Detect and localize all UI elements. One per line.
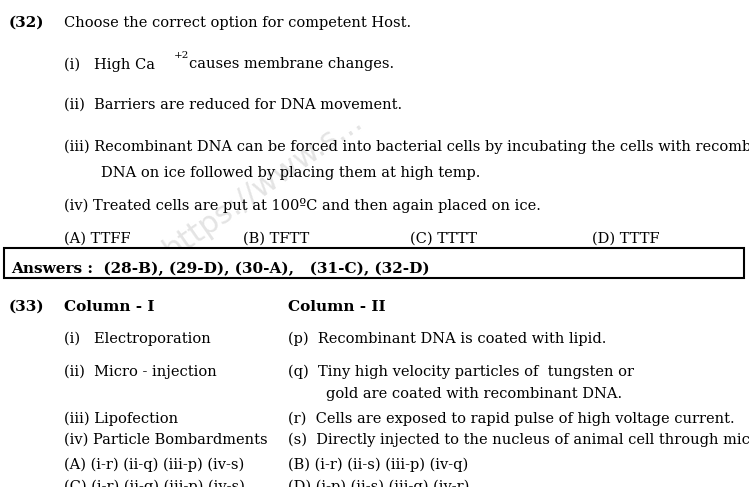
FancyBboxPatch shape [4,248,744,278]
Text: (C) (i-r) (ii-q) (iii-p) (iv-s): (C) (i-r) (ii-q) (iii-p) (iv-s) [64,480,244,487]
Text: (p)  Recombinant DNA is coated with lipid.: (p) Recombinant DNA is coated with lipid… [288,331,607,346]
Text: (i)   High Ca: (i) High Ca [64,57,154,72]
Text: (D) TTTF: (D) TTTF [592,232,659,246]
Text: (B) (i-r) (ii-s) (iii-p) (iv-q): (B) (i-r) (ii-s) (iii-p) (iv-q) [288,458,469,472]
Text: Column - I: Column - I [64,300,154,314]
Text: (A) (i-r) (ii-q) (iii-p) (iv-s): (A) (i-r) (ii-q) (iii-p) (iv-s) [64,458,244,472]
Text: Answers :  (28-B), (29-D), (30-A),   (31-C), (32-D): Answers : (28-B), (29-D), (30-A), (31-C)… [11,262,430,276]
Text: (33): (33) [9,300,45,314]
Text: (r)  Cells are exposed to rapid pulse of high voltage current.: (r) Cells are exposed to rapid pulse of … [288,412,735,426]
Text: (32): (32) [9,16,44,30]
Text: (ii)  Barriers are reduced for DNA movement.: (ii) Barriers are reduced for DNA moveme… [64,97,401,112]
Text: +2: +2 [174,51,189,59]
Text: Column - II: Column - II [288,300,386,314]
Text: (i)   Electroporation: (i) Electroporation [64,331,210,346]
Text: gold are coated with recombinant DNA.: gold are coated with recombinant DNA. [326,387,622,401]
Text: (q)  Tiny high velocity particles of  tungsten or: (q) Tiny high velocity particles of tung… [288,364,634,379]
Text: (C) TTTT: (C) TTTT [410,232,477,246]
Text: (s)  Directly injected to the nucleus of animal cell through micro injection.: (s) Directly injected to the nucleus of … [288,432,749,447]
Text: (iii) Recombinant DNA can be forced into bacterial cells by incubating the cells: (iii) Recombinant DNA can be forced into… [64,139,749,154]
Text: (D) (i-p) (ii-s) (iii-q) (iv-r): (D) (i-p) (ii-s) (iii-q) (iv-r) [288,480,470,487]
Text: Choose the correct option for competent Host.: Choose the correct option for competent … [64,16,410,30]
Text: https://www.s...: https://www.s... [157,106,367,264]
Text: (iv) Particle Bombardments: (iv) Particle Bombardments [64,432,267,447]
Text: (ii)  Micro - injection: (ii) Micro - injection [64,364,216,379]
Text: DNA on ice followed by placing them at high temp.: DNA on ice followed by placing them at h… [101,166,481,180]
Text: (A) TTFF: (A) TTFF [64,232,130,246]
Text: (B) TFTT: (B) TFTT [243,232,309,246]
Text: causes membrane changes.: causes membrane changes. [189,57,395,72]
Text: (iv) Treated cells are put at 100ºC and then again placed on ice.: (iv) Treated cells are put at 100ºC and … [64,198,541,213]
Text: (iii) Lipofection: (iii) Lipofection [64,412,178,426]
